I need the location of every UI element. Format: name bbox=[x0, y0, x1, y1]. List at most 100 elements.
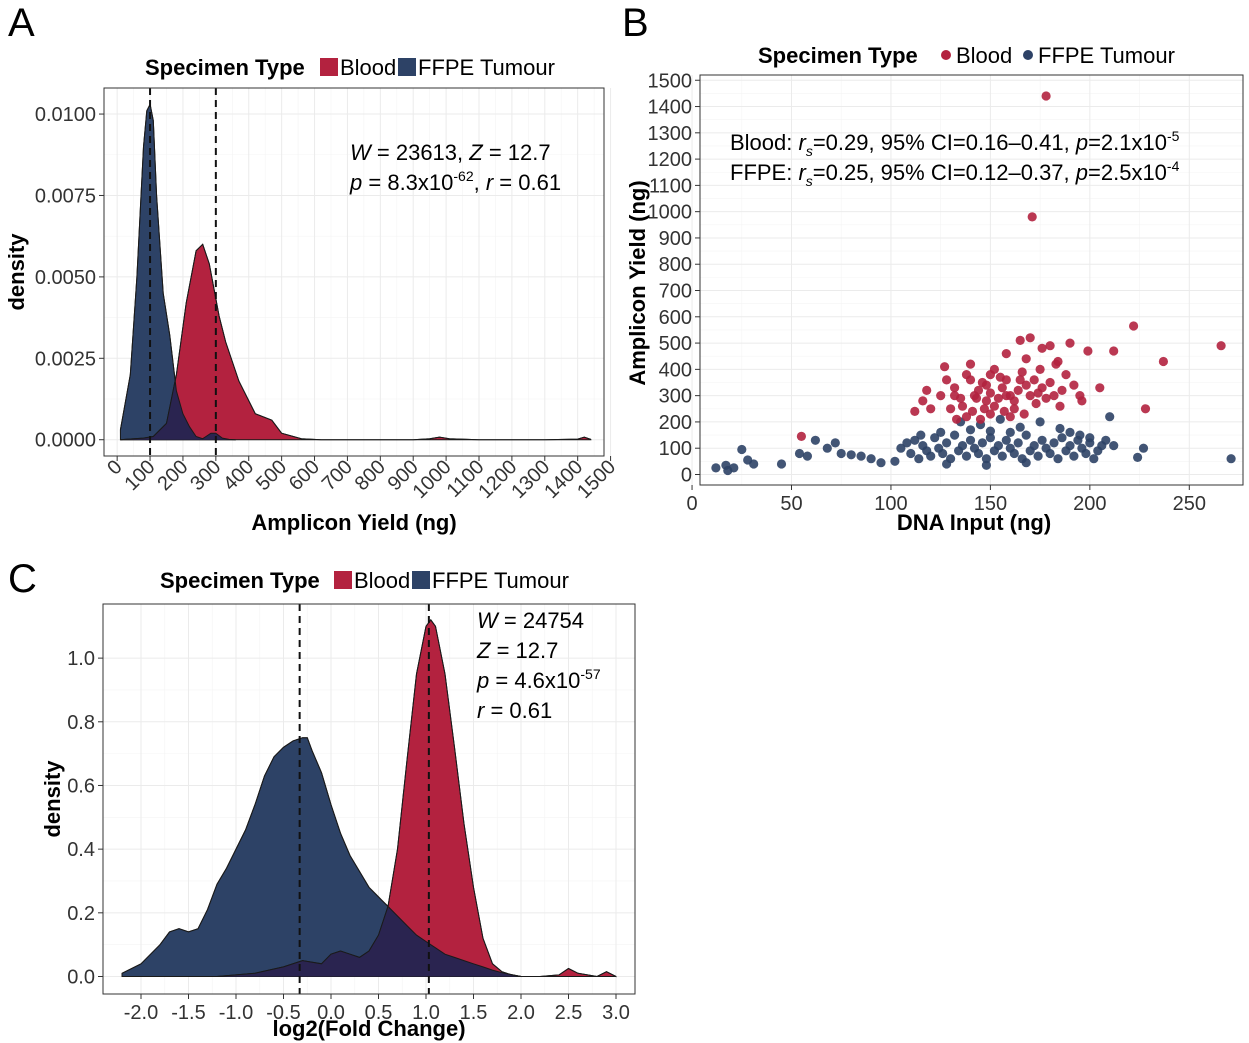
scatter-point-ffpe bbox=[936, 427, 946, 437]
scatter-point-blood bbox=[1009, 404, 1019, 414]
scatter-point-blood bbox=[999, 406, 1009, 416]
scatter-point-blood bbox=[1140, 404, 1151, 414]
legend-swatch-ffpe bbox=[1023, 50, 1033, 60]
scatter-point-blood bbox=[1061, 370, 1071, 380]
legend-label-ffpe: FFPE Tumour bbox=[418, 55, 555, 80]
density-line-ffpe bbox=[119, 102, 236, 441]
scatter-point-blood bbox=[1216, 341, 1226, 351]
scatter-point-blood bbox=[1017, 367, 1027, 377]
legend-label-ffpe: FFPE Tumour bbox=[1038, 43, 1175, 68]
scatter-point-blood bbox=[981, 380, 992, 390]
annotation-z: Z = 12.7 bbox=[476, 638, 558, 663]
legend-label-blood: Blood bbox=[340, 55, 396, 80]
x-tick-label: 200 bbox=[1073, 493, 1106, 515]
scatter-point-ffpe bbox=[729, 463, 739, 473]
annotation-r: r = 0.61 bbox=[477, 698, 552, 723]
scatter-point-ffpe bbox=[856, 451, 866, 461]
scatter-point-ffpe bbox=[1075, 430, 1085, 440]
scatter-point-blood bbox=[1037, 343, 1047, 353]
scatter-point-ffpe bbox=[993, 441, 1004, 451]
legend: Specimen Type Blood FFPE Tumour bbox=[758, 43, 1175, 68]
x-tick-label: 0.0 bbox=[317, 1002, 345, 1024]
mean-lines bbox=[298, 604, 430, 994]
panel-a-density-chart: Specimen Type Blood FFPE Tumour 01002003… bbox=[4, 55, 620, 535]
scatter-point-blood bbox=[1057, 385, 1067, 395]
scatter-point-ffpe bbox=[1105, 412, 1115, 422]
scatter-points bbox=[711, 91, 1236, 476]
panel-letter-c: C bbox=[8, 557, 37, 601]
x-tick-label: 50 bbox=[780, 493, 802, 515]
x-tick-label: -2.0 bbox=[124, 1002, 158, 1024]
legend-swatch-blood bbox=[320, 58, 338, 76]
legend-swatch-ffpe bbox=[398, 58, 416, 76]
scatter-point-blood bbox=[1013, 385, 1023, 395]
scatter-point-ffpe bbox=[1101, 435, 1111, 445]
scatter-point-blood bbox=[965, 359, 976, 369]
scatter-point-blood bbox=[1045, 341, 1055, 351]
scatter-point-ffpe bbox=[985, 426, 996, 436]
y-axis-title: density bbox=[40, 760, 65, 838]
scatter-point-ffpe bbox=[938, 448, 948, 459]
x-tick-label: 300 bbox=[186, 456, 225, 495]
scatter-point-ffpe bbox=[1133, 452, 1143, 462]
y-tick-label: 0.0050 bbox=[35, 267, 96, 289]
y-tick-label: 0.0000 bbox=[35, 430, 96, 452]
annotation-line-1: W = 23613, Z = 12.7 bbox=[350, 140, 551, 165]
y-tick-label: 300 bbox=[659, 386, 692, 408]
x-tick-label: 1500 bbox=[573, 456, 620, 503]
scatter-point-blood bbox=[1045, 377, 1055, 388]
scatter-point-ffpe bbox=[1081, 448, 1091, 459]
y-tick-label: 500 bbox=[659, 333, 692, 355]
scatter-point-blood bbox=[1021, 380, 1031, 390]
y-axis-title: density bbox=[4, 233, 29, 311]
scatter-point-blood bbox=[910, 406, 920, 416]
scatter-point-ffpe bbox=[910, 435, 920, 445]
scatter-point-ffpe bbox=[965, 435, 976, 445]
y-tick-label: 400 bbox=[659, 359, 692, 381]
y-tick-label: 1200 bbox=[648, 149, 693, 171]
legend-swatch-blood bbox=[941, 50, 951, 60]
scatter-point-blood bbox=[1109, 346, 1119, 356]
scatter-point-ffpe bbox=[1005, 427, 1015, 437]
scatter-point-blood bbox=[993, 393, 1004, 403]
scatter-point-blood bbox=[942, 375, 952, 385]
scatter-point-blood bbox=[1021, 354, 1031, 364]
scatter-point-blood bbox=[1069, 380, 1079, 390]
scatter-point-ffpe bbox=[981, 460, 992, 470]
x-tick-label: 700 bbox=[318, 456, 357, 495]
x-tick-label: 1.5 bbox=[460, 1002, 488, 1024]
scatter-point-ffpe bbox=[906, 448, 916, 459]
scatter-point-blood bbox=[1029, 375, 1039, 385]
panel-letter-b: B bbox=[622, 1, 649, 45]
scatter-point-blood bbox=[989, 401, 1000, 411]
scatter-point-blood bbox=[1041, 91, 1051, 101]
x-tick-label: 600 bbox=[285, 456, 324, 495]
x-tick-label: 800 bbox=[351, 456, 390, 495]
scatter-point-ffpe bbox=[916, 430, 926, 440]
mean-lines bbox=[149, 88, 217, 456]
scatter-point-ffpe bbox=[866, 454, 876, 464]
scatter-point-blood bbox=[985, 388, 996, 398]
x-tick-label: 250 bbox=[1173, 493, 1206, 515]
scatter-point-blood bbox=[1035, 364, 1045, 374]
scatter-point-blood bbox=[1065, 338, 1075, 348]
scatter-point-ffpe bbox=[794, 448, 805, 459]
y-axis-ticks: 0.0 0.2 0.4 0.6 0.8 1.0 bbox=[67, 648, 103, 988]
y-tick-label: 700 bbox=[659, 281, 692, 303]
legend-swatch-ffpe bbox=[412, 571, 430, 589]
scatter-point-blood bbox=[1015, 335, 1025, 345]
scatter-point-blood bbox=[957, 401, 968, 411]
density-line-ffpe bbox=[121, 737, 522, 977]
scatter-point-ffpe bbox=[1029, 441, 1039, 451]
y-tick-label: 1.0 bbox=[67, 648, 95, 670]
y-tick-label: 0.0100 bbox=[35, 104, 96, 126]
x-tick-label: 2.5 bbox=[555, 1002, 583, 1024]
scatter-point-blood bbox=[1055, 401, 1065, 411]
x-axis-title: Amplicon Yield (ng) bbox=[251, 510, 456, 535]
legend: Specimen Type Blood FFPE Tumour bbox=[160, 568, 569, 593]
scatter-point-ffpe bbox=[1089, 454, 1099, 464]
panel-c-density-chart: Specimen Type Blood FFPE Tumour -2.0 -1.5… bbox=[40, 568, 636, 1041]
scatter-point-ffpe bbox=[1109, 441, 1119, 451]
x-axis-title: DNA Input (ng) bbox=[897, 510, 1051, 535]
